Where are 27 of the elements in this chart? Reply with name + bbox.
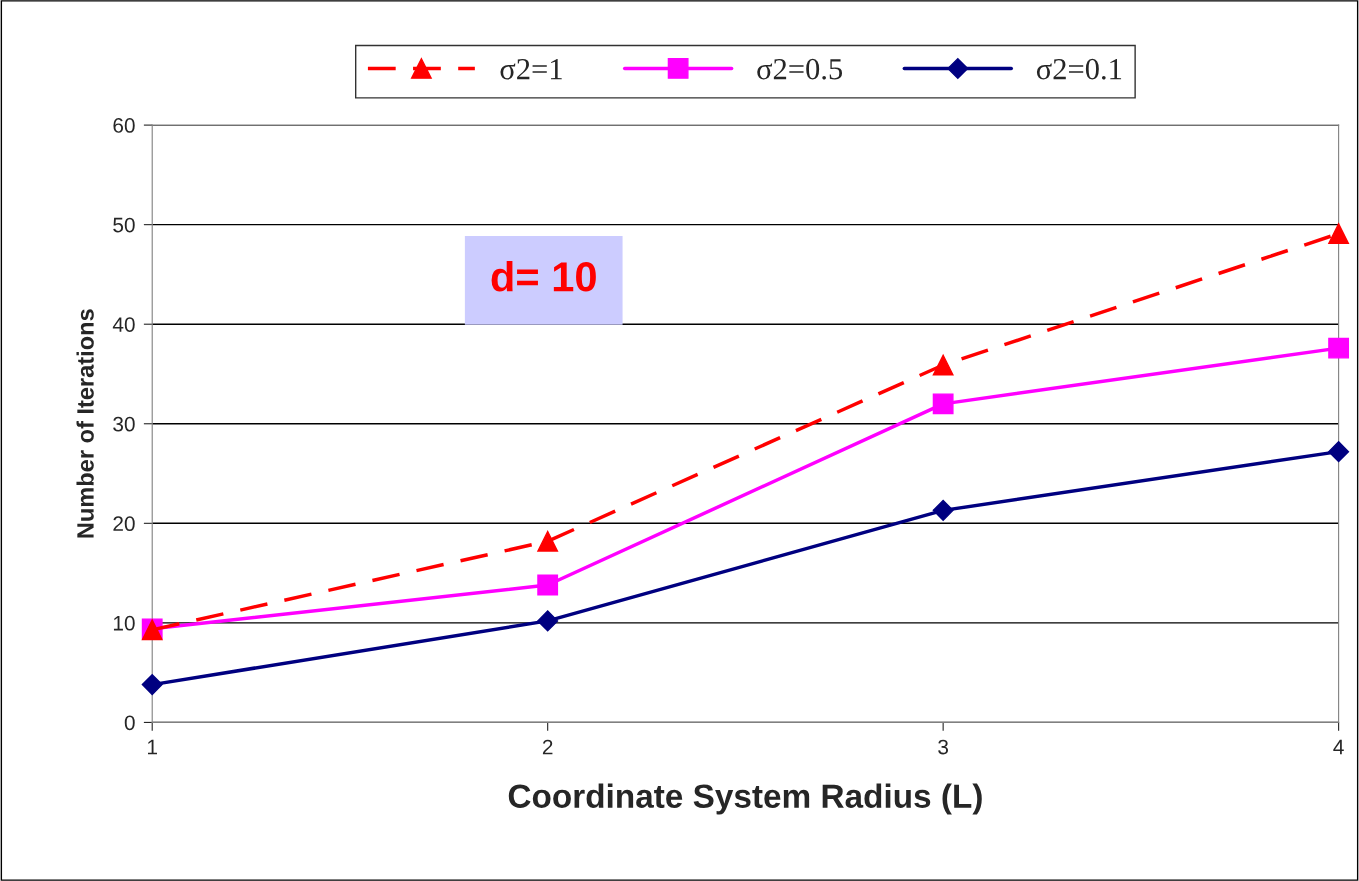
point xyxy=(932,354,954,376)
point xyxy=(537,610,559,632)
y-tick-label: 40 xyxy=(112,317,135,332)
point xyxy=(932,393,954,415)
y-axis-title: Number of Iterations xyxy=(76,309,94,538)
y-tick-label: 10 xyxy=(113,615,135,631)
x-axis-title: Coordinate System Radius (L) xyxy=(508,783,982,815)
point xyxy=(932,499,954,521)
x-tick-label: 3 xyxy=(938,739,949,755)
legend-label: σ2=0.5 xyxy=(757,58,843,80)
y-tick-label: 0 xyxy=(124,715,135,731)
annotation: d= 10 xyxy=(491,260,596,292)
point xyxy=(537,574,559,596)
y-tick-label: 60 xyxy=(113,118,135,133)
legend-label: σ2=1 xyxy=(500,58,562,80)
point xyxy=(1328,441,1350,463)
x-tick-label: 4 xyxy=(1333,739,1344,755)
x-tick-label: 2 xyxy=(542,739,553,755)
legend-label: σ2=0.1 xyxy=(1036,58,1122,80)
y-tick-label: 30 xyxy=(113,416,135,432)
point xyxy=(1328,337,1350,359)
point xyxy=(1328,223,1350,245)
point xyxy=(537,530,559,552)
y-tick-label: 20 xyxy=(113,516,135,532)
point xyxy=(141,674,163,696)
x-tick-label: 1 xyxy=(148,739,157,755)
y-tick-label: 50 xyxy=(113,217,135,233)
